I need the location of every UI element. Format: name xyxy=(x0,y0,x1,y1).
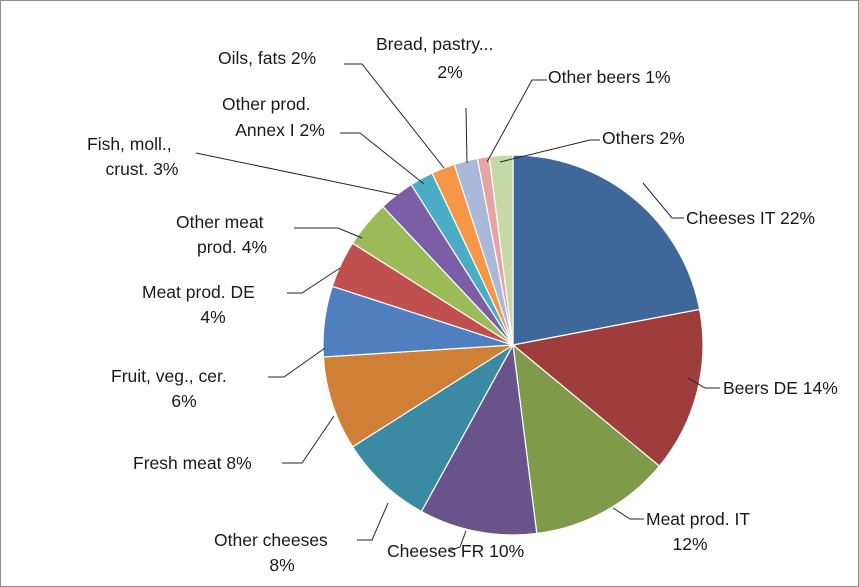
label-oils: Oils, fats 2% xyxy=(218,48,316,68)
pie-slice-fresh-meat xyxy=(322,344,514,448)
pie-slice-beers-de xyxy=(511,308,704,467)
data-labels: Cheeses IT 22% Beers DE 14% Meat prod. I… xyxy=(87,34,838,575)
leader-line-cheeses-it xyxy=(642,182,684,219)
leader-line-other-meat xyxy=(294,227,363,239)
leader-line-fruit xyxy=(268,347,326,378)
leader-lines xyxy=(195,63,720,552)
label-bread: Bread, pastry... xyxy=(376,34,493,54)
leader-line-bread xyxy=(465,107,468,164)
leader-line-other-beers xyxy=(486,79,547,163)
leader-line-cheeses-fr xyxy=(447,530,467,552)
label-beers-de: Beers DE 14% xyxy=(723,378,838,398)
label-other-prod: Other prod. xyxy=(222,94,311,114)
label-fruit-pct: 6% xyxy=(171,391,196,411)
leader-line-other-cheeses xyxy=(357,502,389,541)
label-cheeses-it: Cheeses IT 22% xyxy=(686,208,815,228)
label-other-beers: Other beers 1% xyxy=(548,67,671,87)
leader-line-meat-prod-it xyxy=(612,507,644,520)
label-fish-pct: crust. 3% xyxy=(106,159,179,179)
label-other-cheeses: Other cheeses xyxy=(214,530,328,550)
pie-slice-cheeses-fr xyxy=(420,343,538,536)
label-other-cheeses-pct: 8% xyxy=(269,555,294,575)
label-fruit: Fruit, veg., cer. xyxy=(111,366,227,386)
pie-slices xyxy=(322,154,704,536)
label-others: Others 2% xyxy=(602,128,685,148)
pie-slice-others xyxy=(488,154,514,346)
pie-slice-other-cheeses xyxy=(351,344,514,513)
leader-line-other-prod xyxy=(340,132,425,185)
label-meat-prod-de-pct: 4% xyxy=(200,307,225,327)
pie-slice-cheeses-it xyxy=(512,154,701,346)
leader-line-meat-prod-de xyxy=(287,267,341,294)
label-bread-pct: 2% xyxy=(437,62,462,82)
label-other-prod-pct: Annex I 2% xyxy=(235,120,325,140)
leader-line-fresh-meat xyxy=(282,415,335,464)
label-cheeses-fr: Cheeses FR 10% xyxy=(387,541,524,561)
pie-slice-meat-prod-it xyxy=(512,343,661,535)
label-fish: Fish, moll., xyxy=(87,134,172,154)
label-other-meat-pct: prod. 4% xyxy=(197,237,267,257)
label-meat-prod-de: Meat prod. DE xyxy=(142,282,255,302)
label-meat-prod-it: Meat prod. IT xyxy=(646,509,750,529)
label-other-meat: Other meat xyxy=(176,212,264,232)
leader-line-beers-de xyxy=(687,377,720,389)
leader-line-fish xyxy=(195,152,399,196)
label-fresh-meat: Fresh meat 8% xyxy=(133,453,252,473)
leader-line-oils xyxy=(344,63,445,169)
label-meat-prod-it-pct: 12% xyxy=(672,534,707,554)
leader-line-others xyxy=(499,139,600,163)
